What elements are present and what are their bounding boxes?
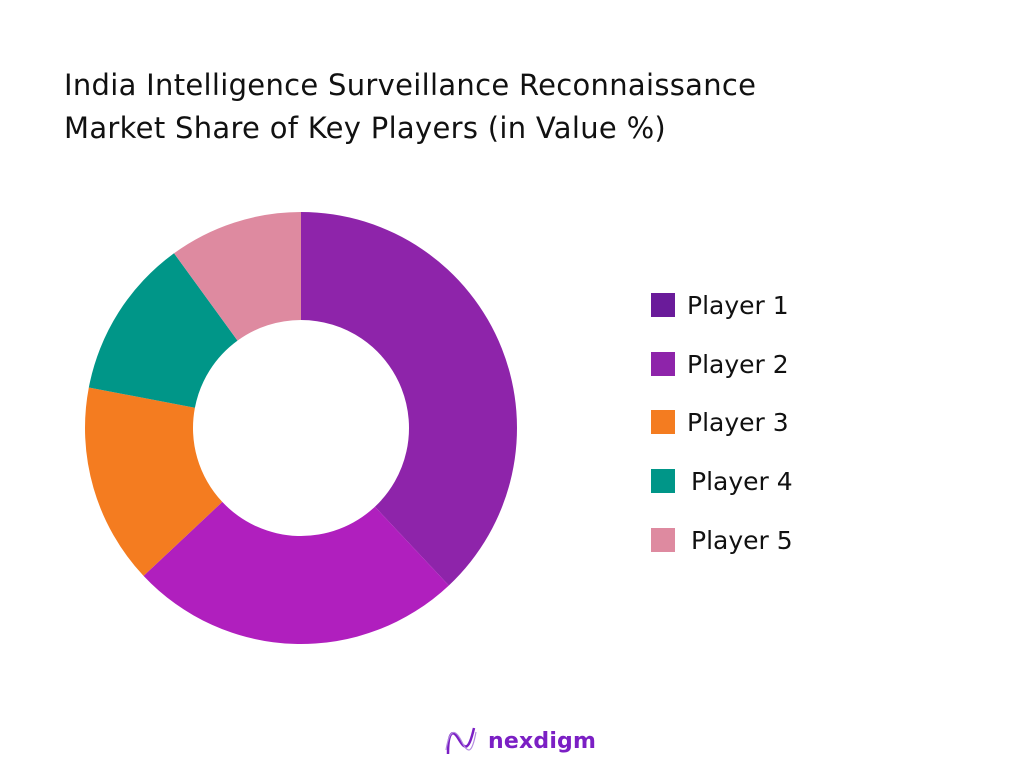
legend-label: Player 2 [687,349,789,379]
legend-item: Player 4 [651,466,793,496]
slice-player-2 [143,501,449,645]
legend-swatch [651,293,675,317]
chart-title-line-2: Market Share of Key Players (in Value %) [64,111,667,145]
legend-label: Player 1 [687,290,789,320]
nexdigm-wave-icon [445,727,477,755]
legend-label: Player 4 [691,466,793,496]
legend-item: Player 1 [651,290,789,320]
legend-swatch [651,352,675,376]
nexdigm-logo: nexdigm [444,724,596,758]
legend-item: Player 5 [651,525,793,555]
slice-player-5 [174,212,301,341]
slice-player-3 [84,387,223,576]
slice-player-1 [301,212,518,586]
logo-text: nexdigm [488,728,597,754]
legend-label: Player 3 [687,407,789,437]
legend-item: Player 3 [651,407,789,437]
legend-swatch [651,469,675,493]
legend-swatch [651,528,675,552]
slice-player-4 [88,253,238,408]
legend-item: Player 2 [651,349,789,379]
legend-swatch [651,410,675,434]
chart-title: India Intelligence Surveillance Reconnai… [64,64,756,150]
legend-label: Player 5 [691,525,793,555]
chart-title-line-1: India Intelligence Surveillance Reconnai… [64,68,757,102]
